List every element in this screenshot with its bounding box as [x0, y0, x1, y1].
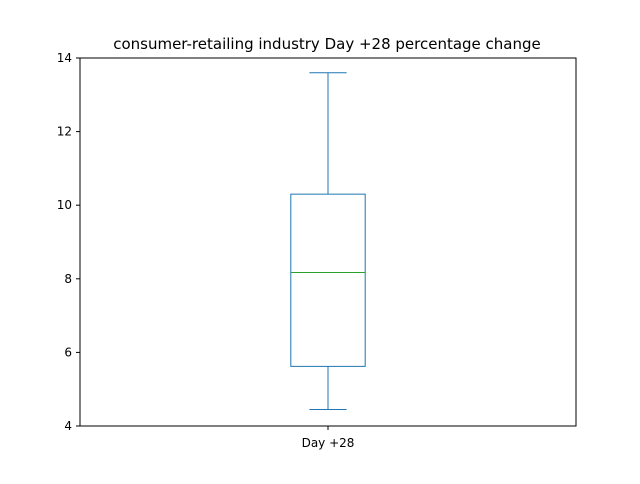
- box-series: [290, 72, 366, 410]
- y-tick-label: 12: [57, 125, 72, 139]
- y-axis: 4 6 8 10 12 14: [57, 51, 80, 433]
- x-tick-label: Day +28: [302, 436, 355, 450]
- y-tick-label: 6: [64, 345, 72, 359]
- x-axis: Day +28: [302, 426, 355, 450]
- y-tick-label: 8: [64, 272, 72, 286]
- y-tick-label: 14: [57, 51, 72, 65]
- y-tick-label: 10: [57, 198, 72, 212]
- interquartile-box: [290, 193, 366, 367]
- y-tick-label: 4: [64, 419, 72, 433]
- chart-title: consumer-retailing industry Day +28 perc…: [113, 35, 541, 53]
